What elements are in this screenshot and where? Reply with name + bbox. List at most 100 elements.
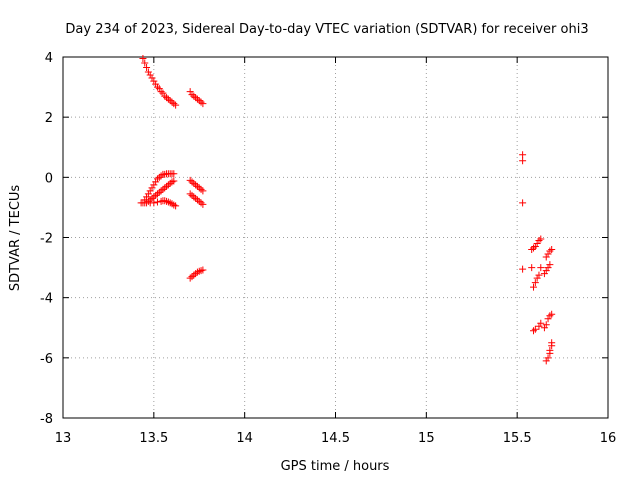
data-point [166, 199, 174, 207]
data-point [152, 80, 160, 88]
data-point [143, 64, 151, 72]
data-point [193, 196, 201, 204]
data-point [197, 98, 205, 106]
data-point [144, 197, 152, 205]
data-point [148, 184, 156, 192]
data-point [157, 187, 165, 195]
data-point [163, 182, 171, 190]
data-point [531, 325, 539, 333]
data-point [146, 71, 154, 79]
data-point [164, 181, 172, 189]
data-point [195, 97, 203, 105]
data-point [143, 193, 151, 201]
data-point [199, 200, 207, 208]
data-point [190, 179, 198, 187]
data-point [535, 322, 543, 330]
y-axis-label: SDTVAR / TECUs [8, 185, 23, 292]
data-point [530, 327, 538, 335]
data-point [170, 100, 178, 108]
data-point [146, 187, 154, 195]
data-point [161, 92, 169, 100]
data-point [164, 198, 172, 206]
data-point [193, 95, 201, 103]
data-point [199, 187, 207, 195]
data-point [159, 185, 167, 193]
data-point [153, 83, 161, 91]
data-point [155, 173, 163, 181]
y-tick-label: -4 [40, 292, 53, 307]
data-point [161, 170, 169, 178]
data-point [144, 68, 152, 76]
data-point [530, 283, 538, 291]
data-point [190, 92, 198, 100]
data-point [544, 264, 552, 272]
y-tick-label: 4 [45, 51, 53, 66]
data-point [170, 177, 178, 185]
chart-title: Day 234 of 2023, Sidereal Day-to-day VTE… [65, 22, 588, 37]
data-point [150, 181, 158, 189]
data-point [153, 198, 161, 206]
data-point [537, 264, 545, 272]
data-point [157, 88, 165, 96]
data-point [195, 184, 203, 192]
data-point [170, 170, 178, 178]
data-point [519, 157, 527, 165]
data-point [519, 151, 527, 159]
data-point [186, 190, 194, 198]
data-point [161, 197, 169, 205]
x-tick-label: 14.5 [321, 431, 350, 446]
y-tick-label: -6 [40, 352, 53, 367]
data-point [192, 94, 200, 102]
data-point [144, 190, 152, 198]
x-tick-label: 13 [55, 431, 72, 446]
data-point [197, 267, 205, 275]
data-point [546, 247, 554, 255]
data-point [542, 267, 550, 275]
data-point [159, 89, 167, 97]
axis-ticks: 13 13.5 14 14.5 15 15.5 16 -8 -6 -4 -2 0 2 4 [40, 51, 616, 446]
data-point [546, 261, 554, 269]
data-point [152, 191, 160, 199]
data-point [152, 178, 160, 186]
data-point [168, 200, 176, 208]
data-point [193, 268, 201, 276]
data-point [535, 271, 543, 279]
data-point [544, 315, 552, 323]
data-point [157, 172, 165, 180]
data-point [531, 243, 539, 251]
data-point [546, 346, 554, 354]
data-point [186, 274, 194, 282]
data-point [528, 246, 536, 254]
data-point [548, 246, 556, 254]
data-point [153, 190, 161, 198]
data-point [192, 270, 200, 278]
data-point [148, 74, 156, 82]
grid [63, 57, 608, 418]
data-point [168, 178, 176, 186]
data-point [188, 178, 196, 186]
data-point [172, 101, 180, 109]
data-point [533, 240, 541, 248]
data-point [535, 237, 543, 245]
data-point [195, 267, 203, 275]
x-tick-label: 14 [236, 431, 253, 446]
data-point [155, 188, 163, 196]
data-point [531, 279, 539, 287]
y-tick-label: 2 [45, 111, 53, 126]
data-point [168, 98, 176, 106]
x-axis-label: GPS time / hours [281, 459, 390, 474]
data-point [540, 324, 548, 332]
data-point [188, 273, 196, 281]
data-point [199, 100, 207, 108]
data-point [519, 265, 527, 273]
data-point [548, 310, 556, 318]
data-point [186, 176, 194, 184]
data-point [163, 197, 171, 205]
y-tick-label: -8 [40, 412, 53, 427]
data-point [188, 191, 196, 199]
data-point [546, 312, 554, 320]
data-point [163, 94, 171, 102]
x-tick-label: 13.5 [139, 431, 168, 446]
data-point [153, 175, 161, 183]
